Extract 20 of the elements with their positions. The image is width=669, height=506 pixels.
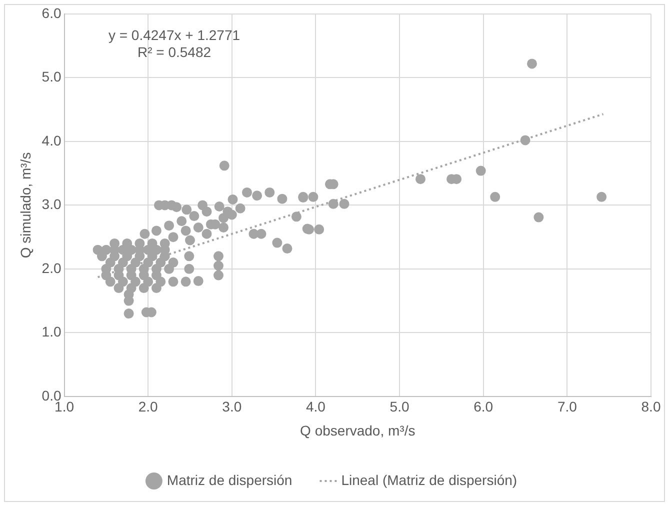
annotation: R² = 0.5482	[137, 44, 212, 60]
x-tick-label: 4.0	[306, 398, 326, 415]
y-tick-label: 3.0	[42, 196, 62, 212]
x-axis-title: Q observado, m³/s	[300, 422, 416, 438]
y-tick-label: 4.0	[42, 132, 62, 148]
annotation: y = 0.4247x + 1.2771	[108, 26, 240, 43]
legend-label: Lineal (Matriz de dispersión)	[341, 472, 518, 488]
y-tick-label: 5.0	[42, 68, 62, 85]
x-tick-label: 7.0	[557, 398, 578, 415]
x-tick-label: 2.0	[138, 398, 158, 415]
y-tick-label: 0.0	[42, 387, 62, 404]
x-tick-label: 3.0	[222, 398, 242, 415]
y-tick-label: 6.0	[42, 4, 62, 21]
y-axis-title: Q simulado, m³/s	[17, 152, 34, 258]
x-tick-label: 5.0	[390, 398, 410, 415]
x-tick-label: 8.0	[641, 398, 661, 415]
y-tick-label: 1.0	[42, 324, 62, 340]
legend-label: Matriz de dispersión	[166, 472, 292, 488]
y-tick-label: 2.0	[42, 260, 62, 276]
x-tick-label: 6.0	[474, 398, 494, 415]
